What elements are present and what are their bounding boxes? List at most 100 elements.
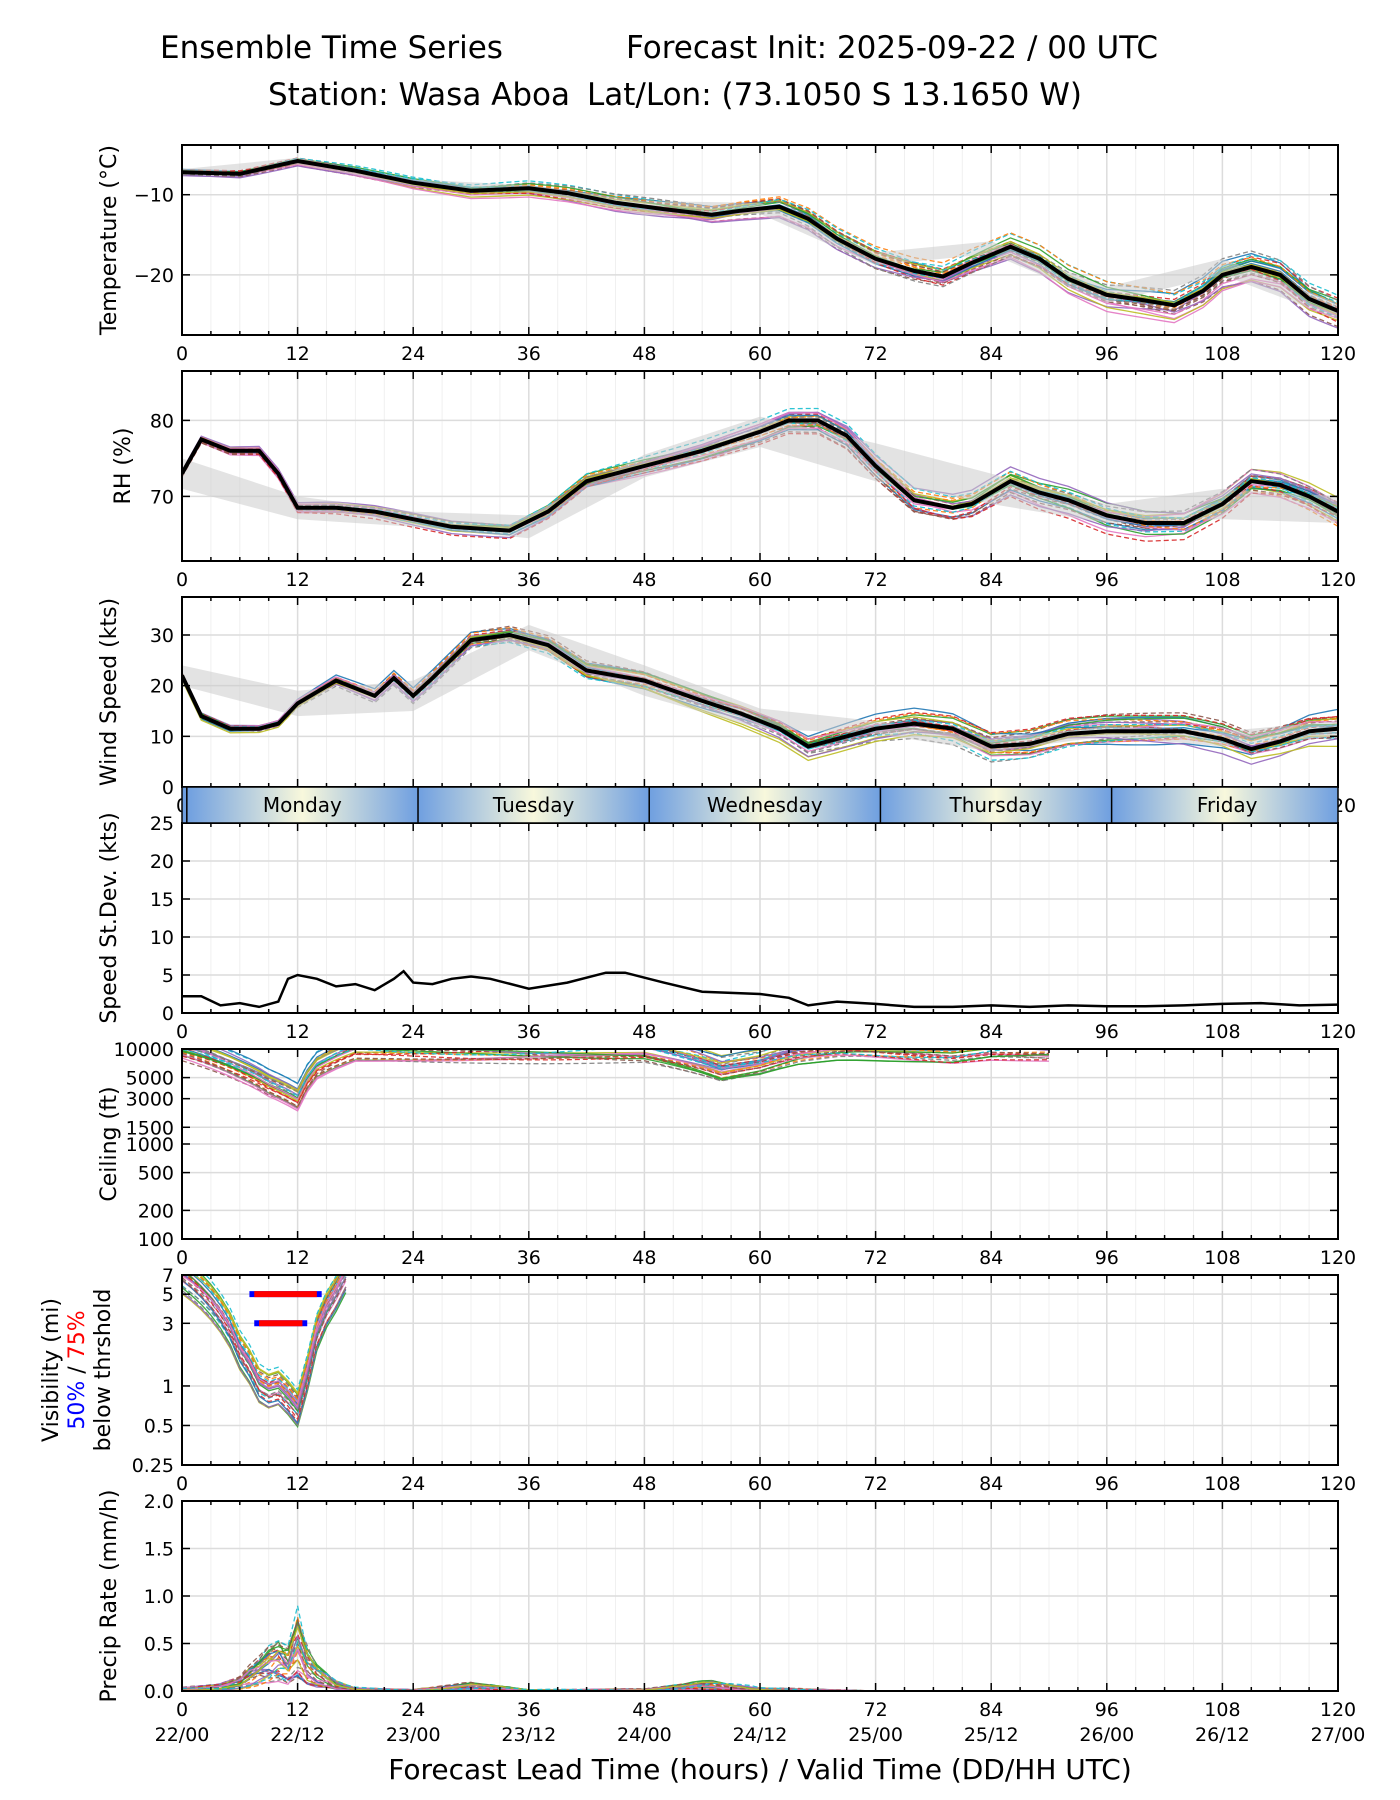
valid-time-label: 26/00	[1079, 1724, 1134, 1746]
x-tick-label: 60	[748, 569, 772, 591]
y-tick-label: 3000	[126, 1089, 174, 1111]
panel-rh: 0 12 24 36 48 60 72 84 96 108 120 70 80 RH (%)	[111, 370, 1356, 591]
x-tick-label: 36	[517, 343, 541, 365]
valid-time-label: 26/12	[1195, 1724, 1250, 1746]
panel-visibility: 0 12 24 36 48 60 72 84 96 108 120 75 3 1 0.5 0.25 Visibi…	[39, 1265, 1356, 1495]
panel-temperature: 0 12 24 36 48 60 72 84 96 108 120 −10 −20 Temperature…	[97, 144, 1356, 365]
x-tick-label: 108	[1204, 1699, 1240, 1721]
y-tick-label: 5	[162, 965, 174, 987]
ensemble-member-line	[204, 1275, 338, 1392]
ensemble-member-line	[182, 1275, 344, 1404]
vis-75-label: 75%	[65, 1310, 90, 1359]
x-tick-label: 12	[286, 569, 310, 591]
plot-area	[182, 157, 1338, 329]
x-tick-label: 108	[1204, 1473, 1240, 1495]
x-tick-label: 24	[401, 1699, 425, 1721]
x-tick-label: 48	[632, 343, 656, 365]
ensemble-mean-line	[182, 418, 1338, 533]
x-axis-label: Forecast Lead Time (hours) / Valid Time …	[388, 1753, 1132, 1786]
x-tick-label: 12	[286, 1473, 310, 1495]
x-tick-label: 84	[979, 1699, 1003, 1721]
y-tick-label: 1	[162, 1376, 174, 1398]
x-tick-label: 72	[864, 569, 888, 591]
plot-area	[182, 407, 1338, 542]
day-label: Friday	[1197, 793, 1258, 817]
x-tick-label: 48	[632, 1699, 656, 1721]
day-label: Tuesday	[492, 793, 575, 817]
x-tick-label: 108	[1204, 1021, 1240, 1043]
y-tick-label: 500	[138, 1163, 174, 1185]
y-axis-label-threshold: 50% / 75%	[65, 1310, 90, 1429]
panel-speed_stdev: 0 12 24 36 48 60 72 84 96 108 120 0 5 10 15 20 25 Speed S…	[97, 812, 1356, 1043]
x-tick-label: 84	[979, 1473, 1003, 1495]
y-tick-label: 5	[162, 1284, 174, 1306]
x-tick-label: 120	[1320, 343, 1356, 365]
x-tick-label: 24	[401, 343, 425, 365]
ensemble-member-line	[182, 1275, 347, 1421]
day-band-frame	[181, 786, 1339, 824]
x-tick-label: 24	[401, 569, 425, 591]
y-tick-label: 0.25	[132, 1455, 174, 1477]
x-tick-label: 84	[979, 569, 1003, 591]
ensemble-member-line	[182, 424, 1338, 530]
x-tick-label: 108	[1204, 1247, 1240, 1269]
y-tick-label: 10	[150, 726, 174, 748]
ensemble-member-line	[182, 1279, 347, 1425]
day-label: Monday	[263, 793, 342, 817]
y-tick-label: 0	[162, 1003, 174, 1025]
x-tick-label: 60	[748, 1247, 772, 1269]
station-name: Station: Wasa Aboa	[268, 77, 571, 113]
x-tick-label: 48	[632, 1473, 656, 1495]
chart-title-right: Forecast Init: 2025-09-22 / 00 UTC	[626, 30, 1158, 66]
y-tick-label: 1.5	[144, 1539, 174, 1561]
spread-band	[182, 624, 1338, 752]
y-axis-label: Temperature (°C)	[97, 145, 122, 336]
day-cell	[186, 787, 419, 823]
ensemble-member-line	[182, 1052, 1050, 1112]
x-tick-label: 96	[1095, 1247, 1119, 1269]
x-tick-label: 24	[401, 1473, 425, 1495]
x-tick-label: 36	[517, 1247, 541, 1269]
y-tick-label: 80	[150, 410, 174, 432]
y-tick-label: 30	[150, 625, 174, 647]
ensemble-member-line	[182, 1053, 1050, 1104]
y-tick-label: 200	[138, 1200, 174, 1222]
y-tick-label: 5000	[126, 1068, 174, 1090]
ensemble-mean-line	[182, 632, 1338, 752]
panel-precip_rate: 0 12 24 36 48 60 72 84 96 108 120 0.0 0.5 1.0 1.5 2.0 Pr…	[97, 1490, 1356, 1721]
x-tick-label: 72	[864, 1473, 888, 1495]
day-label: Thursday	[949, 793, 1043, 817]
plot-area	[182, 1275, 347, 1429]
y-axis-label-below: below thrshold	[91, 1289, 116, 1452]
x-tick-label: 36	[517, 1021, 541, 1043]
y-tick-label: 7	[162, 1265, 174, 1287]
y-axis-label: Wind Speed (kts)	[97, 598, 122, 786]
x-tick-label: 0	[176, 569, 188, 591]
x-tick-label: 120	[1320, 1473, 1356, 1495]
day-cell	[880, 787, 1112, 823]
day-band: Monday Tuesday Wednesday Thursday Friday	[181, 786, 1339, 824]
x-tick-label: 0	[176, 1021, 188, 1043]
x-tick-label: 36	[517, 569, 541, 591]
x-tick-label: 120	[1320, 1247, 1356, 1269]
valid-time-label: 25/12	[964, 1724, 1019, 1746]
day-cell	[649, 787, 881, 823]
y-axis-label: Ceiling (ft)	[97, 1086, 122, 1201]
valid-time-label: 22/12	[270, 1724, 325, 1746]
valid-time-label: 24/12	[733, 1724, 788, 1746]
x-tick-label: 12	[286, 1021, 310, 1043]
ensemble-member-line	[195, 1049, 856, 1100]
x-tick-label: 96	[1095, 1473, 1119, 1495]
plot-area	[182, 624, 1338, 765]
x-tick-label: 24	[401, 1021, 425, 1043]
x-tick-label: 96	[1095, 1699, 1119, 1721]
x-tick-label: 60	[748, 343, 772, 365]
y-axis-label: Speed St.Dev. (kts)	[97, 812, 122, 1023]
panel-wind_speed: 012243648607284961081200102030Wind Speed…	[97, 596, 1356, 817]
y-tick-label: 0.5	[144, 1634, 174, 1656]
x-tick-label: 72	[864, 1021, 888, 1043]
day-cell	[1111, 787, 1338, 823]
y-tick-label: 20	[150, 676, 174, 698]
y-tick-label: −20	[134, 265, 174, 287]
